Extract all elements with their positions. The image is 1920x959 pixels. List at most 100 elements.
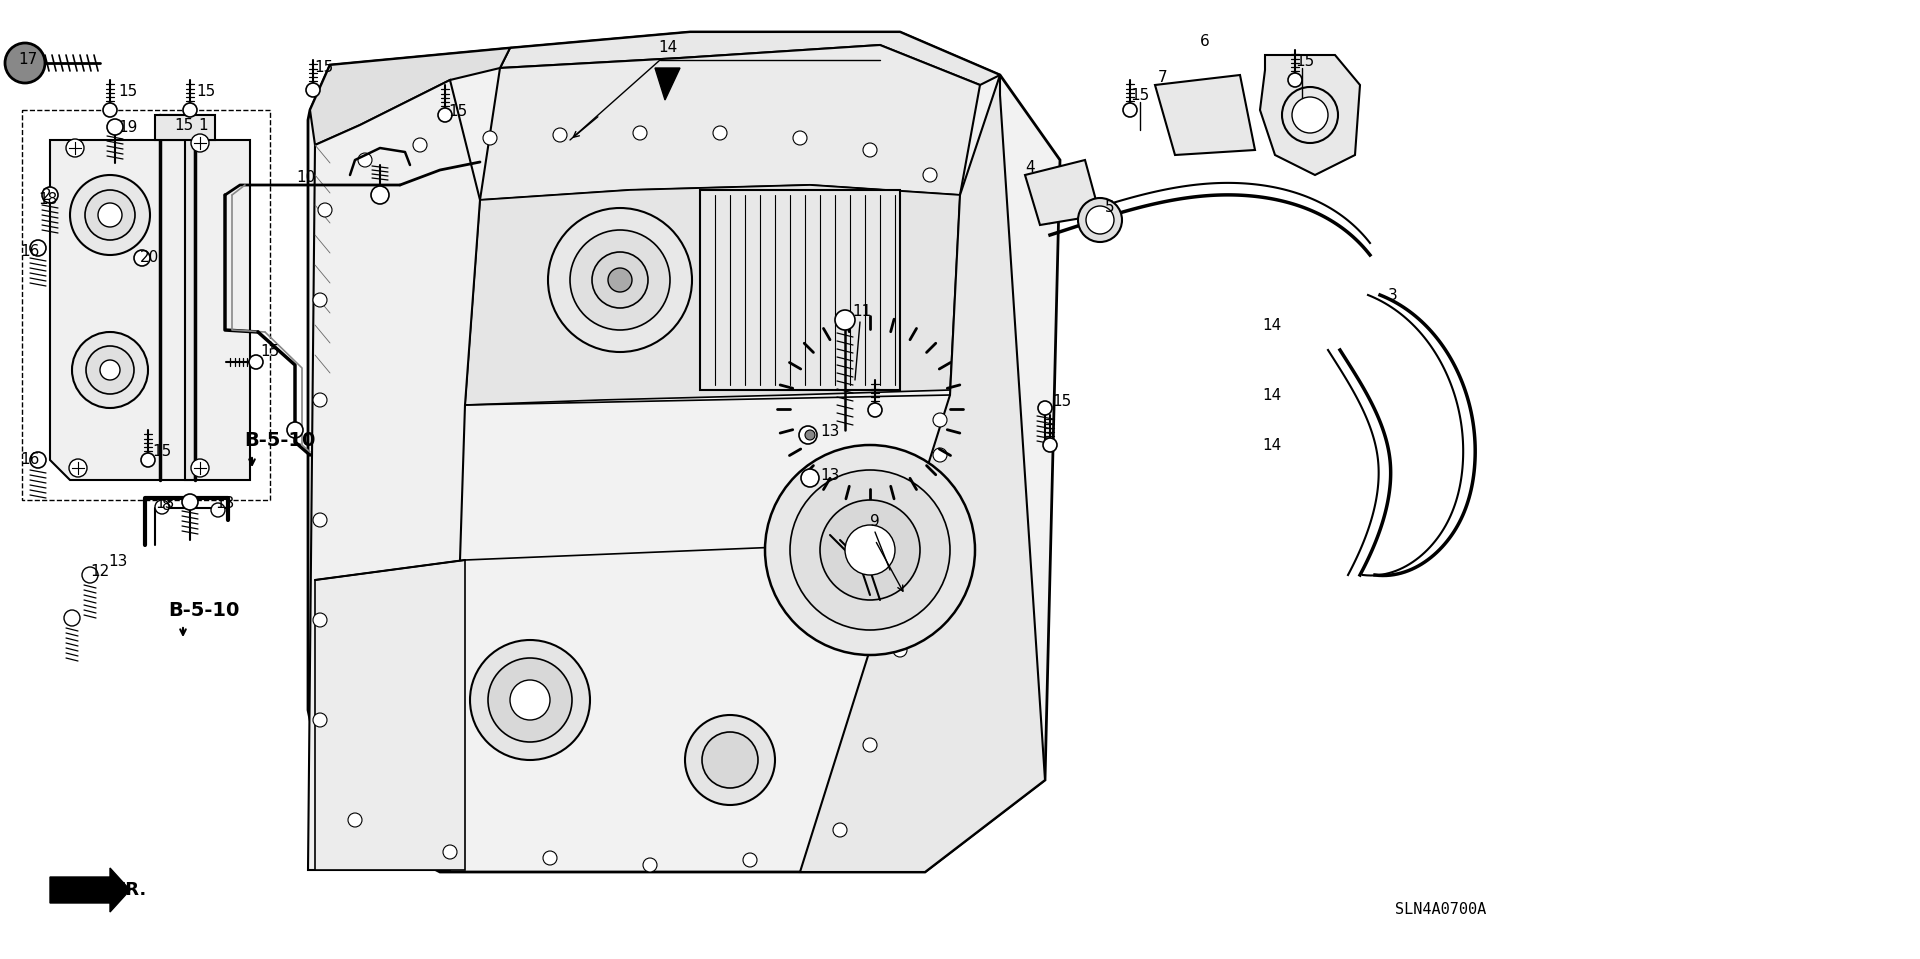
Circle shape xyxy=(835,310,854,330)
Circle shape xyxy=(182,103,198,117)
Circle shape xyxy=(1288,73,1302,87)
Polygon shape xyxy=(465,185,960,405)
Circle shape xyxy=(313,393,326,407)
Text: 16: 16 xyxy=(19,245,40,260)
Circle shape xyxy=(438,108,451,122)
Circle shape xyxy=(793,131,806,145)
Polygon shape xyxy=(307,80,480,870)
Circle shape xyxy=(319,203,332,217)
Circle shape xyxy=(108,119,123,135)
Circle shape xyxy=(190,459,209,477)
Circle shape xyxy=(789,470,950,630)
Text: 1: 1 xyxy=(198,118,207,132)
Circle shape xyxy=(1039,401,1052,415)
Circle shape xyxy=(570,230,670,330)
Polygon shape xyxy=(309,48,511,145)
Text: 14: 14 xyxy=(1261,437,1281,453)
Circle shape xyxy=(801,469,820,487)
Circle shape xyxy=(83,567,98,583)
Circle shape xyxy=(868,403,881,417)
Circle shape xyxy=(65,139,84,157)
Circle shape xyxy=(84,190,134,240)
Circle shape xyxy=(553,128,566,142)
Text: 17: 17 xyxy=(17,53,36,67)
Polygon shape xyxy=(701,190,900,390)
Circle shape xyxy=(591,252,649,308)
Circle shape xyxy=(190,134,209,152)
Text: B-5-10: B-5-10 xyxy=(244,431,315,450)
Circle shape xyxy=(211,503,225,517)
Circle shape xyxy=(804,430,814,440)
Circle shape xyxy=(799,426,818,444)
Circle shape xyxy=(634,126,647,140)
Text: 15: 15 xyxy=(1052,394,1071,409)
Circle shape xyxy=(305,83,321,97)
Circle shape xyxy=(100,360,119,380)
Text: FR.: FR. xyxy=(113,881,146,899)
Circle shape xyxy=(862,738,877,752)
Text: 15: 15 xyxy=(175,119,194,133)
Text: 19: 19 xyxy=(117,121,138,135)
Circle shape xyxy=(933,448,947,462)
Circle shape xyxy=(1292,97,1329,133)
Polygon shape xyxy=(1025,160,1100,225)
Text: SLN4A0700A: SLN4A0700A xyxy=(1396,902,1486,918)
Text: 15: 15 xyxy=(196,84,215,100)
Circle shape xyxy=(104,103,117,117)
Circle shape xyxy=(933,413,947,427)
Text: 6: 6 xyxy=(1200,35,1210,50)
Text: 14: 14 xyxy=(1261,387,1281,403)
Text: 5: 5 xyxy=(1106,200,1116,216)
Circle shape xyxy=(833,823,847,837)
Polygon shape xyxy=(480,45,979,200)
Circle shape xyxy=(862,143,877,157)
Circle shape xyxy=(488,658,572,742)
Circle shape xyxy=(643,858,657,872)
Circle shape xyxy=(313,513,326,527)
Circle shape xyxy=(313,713,326,727)
Circle shape xyxy=(42,187,58,203)
Text: 13: 13 xyxy=(820,467,839,482)
Circle shape xyxy=(69,459,86,477)
Circle shape xyxy=(313,293,326,307)
Circle shape xyxy=(31,240,46,256)
Polygon shape xyxy=(315,560,465,870)
Polygon shape xyxy=(50,868,131,912)
Circle shape xyxy=(63,610,81,626)
Circle shape xyxy=(286,422,303,438)
Circle shape xyxy=(543,851,557,865)
Text: 20: 20 xyxy=(140,250,159,266)
Circle shape xyxy=(86,346,134,394)
Text: 9: 9 xyxy=(870,514,879,529)
Circle shape xyxy=(764,445,975,655)
Circle shape xyxy=(134,250,150,266)
Circle shape xyxy=(250,355,263,369)
Circle shape xyxy=(685,715,776,805)
Circle shape xyxy=(156,500,169,514)
Text: 15: 15 xyxy=(1131,87,1150,103)
Text: 15: 15 xyxy=(259,344,278,360)
Polygon shape xyxy=(1260,55,1359,175)
Circle shape xyxy=(348,813,363,827)
Circle shape xyxy=(484,131,497,145)
Circle shape xyxy=(893,643,906,657)
Circle shape xyxy=(547,208,691,352)
Polygon shape xyxy=(655,68,680,100)
Polygon shape xyxy=(1156,75,1256,155)
Circle shape xyxy=(511,680,549,720)
Polygon shape xyxy=(159,115,196,480)
Circle shape xyxy=(6,43,44,83)
Circle shape xyxy=(69,175,150,255)
Circle shape xyxy=(1123,103,1137,117)
Circle shape xyxy=(140,453,156,467)
Circle shape xyxy=(182,494,198,510)
Circle shape xyxy=(1087,206,1114,234)
Text: 14: 14 xyxy=(1261,317,1281,333)
Circle shape xyxy=(1043,438,1058,452)
Text: 18: 18 xyxy=(38,193,58,207)
Text: 15: 15 xyxy=(152,445,171,459)
Circle shape xyxy=(98,203,123,227)
Text: 10: 10 xyxy=(296,171,315,185)
Polygon shape xyxy=(21,110,271,500)
Circle shape xyxy=(609,268,632,292)
